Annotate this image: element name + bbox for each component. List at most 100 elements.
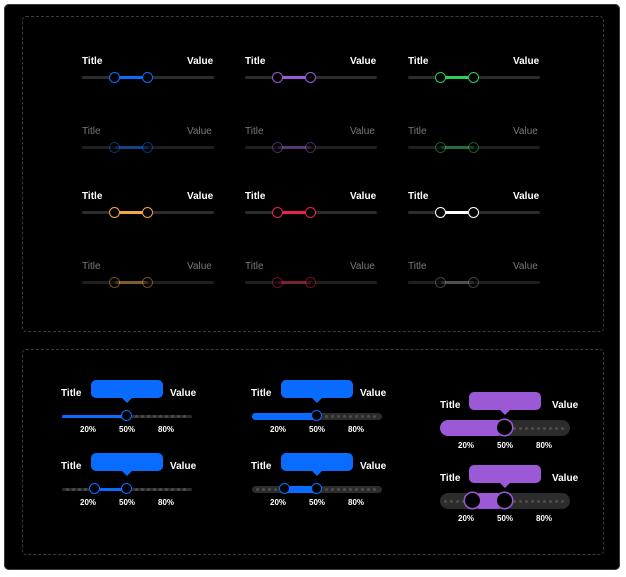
slider-range-fill (252, 412, 317, 420)
slider-value-label: Value (513, 261, 538, 272)
track-dot (373, 487, 376, 491)
slider-title-label: Title (82, 56, 103, 67)
slider-low-handle[interactable] (278, 483, 290, 494)
slider-value-label: Value (360, 461, 387, 472)
track-dot (153, 414, 156, 418)
slider-range-fill (62, 414, 127, 418)
slider-high-handle[interactable] (311, 483, 322, 494)
track-dot (525, 426, 528, 430)
slider-high-handle[interactable] (468, 72, 479, 83)
track-dot (337, 414, 340, 418)
slider-range-fill (472, 493, 505, 509)
slider-title-label: Title (408, 126, 427, 137)
track-dot (462, 499, 465, 503)
value-tooltip (281, 453, 353, 476)
value-tooltip (91, 453, 163, 476)
track-dot (450, 499, 453, 503)
slider-range-fill (278, 281, 311, 284)
slider-value-label: Value (513, 56, 540, 67)
track-dot (268, 487, 271, 491)
tick-label: 20% (80, 498, 97, 507)
slider-handle[interactable] (311, 410, 322, 421)
slider-title-label: Title (408, 191, 429, 202)
slider-high-handle[interactable] (305, 72, 316, 83)
tick-label: 20% (458, 441, 475, 450)
slider-high-handle[interactable] (305, 277, 316, 288)
tick-label: 50% (497, 514, 514, 523)
slider-value-label: Value (170, 388, 197, 399)
tick-label: 50% (309, 498, 326, 507)
slider-low-handle[interactable] (109, 72, 120, 83)
track-dot (262, 487, 265, 491)
track-dot (549, 499, 552, 503)
slider-low-handle[interactable] (272, 207, 283, 218)
slider-range-fill (441, 76, 474, 79)
track-dot (355, 414, 358, 418)
slider-high-handle[interactable] (142, 277, 153, 288)
slider-title-label: Title (251, 461, 272, 472)
track-dot (537, 426, 540, 430)
slider-range-fill (284, 485, 317, 493)
track-dot (513, 499, 516, 503)
slider-handle[interactable] (497, 420, 512, 435)
track-dot (147, 414, 150, 418)
slider-low-handle[interactable] (464, 493, 480, 508)
slider-range-fill (441, 146, 474, 149)
slider-range-fill (115, 281, 148, 284)
track-dot (153, 487, 156, 491)
slider-high-handle[interactable] (468, 142, 479, 153)
slider-low-handle[interactable] (435, 277, 446, 288)
slider-high-handle[interactable] (142, 72, 153, 83)
track-dot (444, 499, 447, 503)
slider-low-handle[interactable] (435, 142, 446, 153)
track-dot (177, 487, 180, 491)
track-dot (349, 487, 352, 491)
slider-high-handle[interactable] (305, 207, 316, 218)
tick-label: 80% (536, 441, 553, 450)
slider-value-label: Value (360, 388, 387, 399)
tick-label: 50% (497, 441, 514, 450)
slider-high-handle[interactable] (497, 493, 512, 508)
slider-low-handle[interactable] (109, 277, 120, 288)
tick-label: 50% (309, 425, 326, 434)
slider-low-handle[interactable] (109, 142, 120, 153)
slider-value-label: Value (552, 473, 579, 484)
slider-title-label: Title (82, 191, 103, 202)
track-dot (159, 487, 162, 491)
track-dot (355, 487, 358, 491)
slider-high-handle[interactable] (121, 483, 132, 494)
track-dot (331, 487, 334, 491)
track-dot (66, 487, 69, 491)
canvas-frame: Title Value Title Value Title Value Title Value… (4, 4, 620, 570)
slider-low-handle[interactable] (435, 207, 446, 218)
slider-range-fill (115, 211, 148, 214)
track-dot (561, 499, 564, 503)
track-dot (331, 414, 334, 418)
track-dot (367, 414, 370, 418)
slider-high-handle[interactable] (305, 142, 316, 153)
slider-low-handle[interactable] (88, 483, 100, 494)
track-dot (183, 487, 186, 491)
slider-high-handle[interactable] (142, 142, 153, 153)
slider-title-label: Title (61, 461, 82, 472)
slider-range-fill (115, 76, 148, 79)
slider-high-handle[interactable] (468, 207, 479, 218)
track-dot (165, 414, 168, 418)
slider-low-handle[interactable] (109, 207, 120, 218)
tick-label: 50% (119, 498, 136, 507)
slider-low-handle[interactable] (272, 72, 283, 83)
slider-handle[interactable] (121, 410, 132, 421)
slider-value-label: Value (350, 56, 377, 67)
slider-low-handle[interactable] (435, 72, 446, 83)
slider-title-label: Title (408, 261, 427, 272)
track-dot (549, 426, 552, 430)
track-dot (135, 414, 138, 418)
tick-label: 20% (270, 425, 287, 434)
slider-high-handle[interactable] (142, 207, 153, 218)
slider-high-handle[interactable] (468, 277, 479, 288)
track-dot (78, 487, 81, 491)
track-dot (543, 499, 546, 503)
slider-low-handle[interactable] (272, 142, 283, 153)
slider-low-handle[interactable] (272, 277, 283, 288)
slider-value-label: Value (170, 461, 197, 472)
